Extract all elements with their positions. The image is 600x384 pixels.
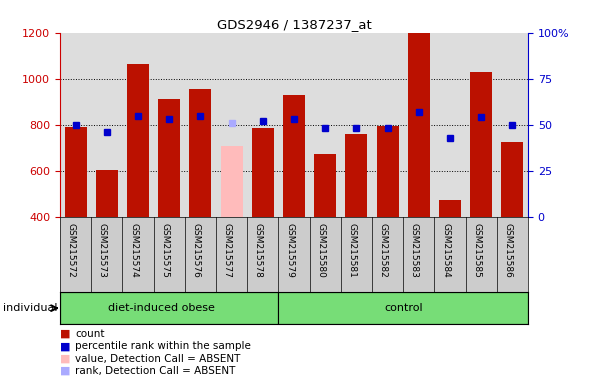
Bar — [60, 292, 278, 324]
Bar — [65, 127, 86, 217]
Text: GSM215573: GSM215573 — [98, 223, 107, 278]
Bar — [408, 33, 430, 217]
Bar — [314, 154, 336, 217]
Text: GSM215583: GSM215583 — [410, 223, 419, 278]
Bar — [377, 126, 398, 217]
Text: count: count — [75, 329, 104, 339]
Bar — [439, 200, 461, 217]
Text: ■: ■ — [60, 341, 71, 351]
Text: GSM215586: GSM215586 — [503, 223, 512, 278]
Text: GSM215578: GSM215578 — [254, 223, 263, 278]
Bar — [346, 134, 367, 217]
Bar — [283, 95, 305, 217]
Bar — [502, 142, 523, 217]
Text: rank, Detection Call = ABSENT: rank, Detection Call = ABSENT — [75, 366, 235, 376]
Text: ■: ■ — [60, 354, 71, 364]
Bar — [190, 89, 211, 217]
Text: GSM215575: GSM215575 — [160, 223, 169, 278]
Text: GSM215581: GSM215581 — [347, 223, 356, 278]
Title: GDS2946 / 1387237_at: GDS2946 / 1387237_at — [217, 18, 371, 31]
Bar — [221, 146, 242, 217]
Text: GSM215585: GSM215585 — [472, 223, 481, 278]
Text: value, Detection Call = ABSENT: value, Detection Call = ABSENT — [75, 354, 241, 364]
Bar — [96, 170, 118, 217]
Text: GSM215584: GSM215584 — [441, 223, 450, 278]
Bar — [127, 64, 149, 217]
Text: GSM215576: GSM215576 — [191, 223, 200, 278]
Text: ■: ■ — [60, 366, 71, 376]
Bar — [158, 99, 180, 217]
Text: control: control — [384, 303, 422, 313]
Bar — [278, 292, 528, 324]
Text: GSM215574: GSM215574 — [129, 223, 138, 278]
Text: GSM215580: GSM215580 — [316, 223, 325, 278]
Text: GSM215572: GSM215572 — [67, 223, 76, 278]
Text: GSM215577: GSM215577 — [223, 223, 232, 278]
Text: individual: individual — [3, 303, 58, 313]
Text: GSM215582: GSM215582 — [379, 223, 388, 278]
Bar — [470, 72, 492, 217]
Text: ■: ■ — [60, 329, 71, 339]
Text: GSM215579: GSM215579 — [285, 223, 294, 278]
Text: diet-induced obese: diet-induced obese — [108, 303, 215, 313]
Bar — [252, 128, 274, 217]
Text: percentile rank within the sample: percentile rank within the sample — [75, 341, 251, 351]
